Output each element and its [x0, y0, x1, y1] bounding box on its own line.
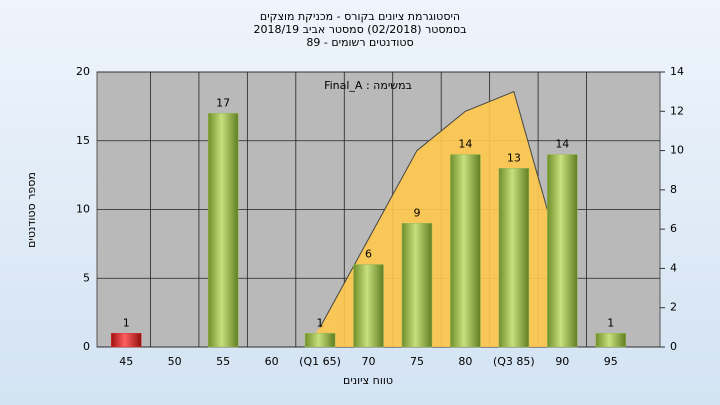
y2-tick-label: 6 — [670, 222, 677, 235]
x-tick-label: 90 — [555, 355, 569, 368]
x-tick-label: 55 — [216, 355, 230, 368]
x-tick-label: 95 — [604, 355, 618, 368]
y-tick-label: 15 — [76, 134, 90, 147]
y-tick-label: 10 — [76, 203, 90, 216]
data-label: 9 — [413, 206, 420, 219]
data-label: 1 — [607, 316, 614, 329]
bar — [304, 333, 336, 348]
data-label: 14 — [458, 138, 472, 151]
bar — [547, 154, 578, 348]
x-tick-label: (Q1 65) — [299, 355, 341, 368]
annotation: Final_A : במשימה — [324, 79, 412, 92]
y-tick-label: 0 — [83, 340, 90, 353]
chart-title: היסטוגרמת ציונים בקורס - מכניקת מוצקים — [260, 10, 460, 23]
x-tick-label: 80 — [458, 355, 472, 368]
data-label: 13 — [507, 151, 521, 164]
bar — [110, 333, 142, 348]
x-tick-label: 50 — [168, 355, 182, 368]
bar — [595, 333, 627, 348]
subtitle: 89 - סטודנטים רשומים — [306, 36, 413, 49]
bar — [353, 264, 384, 348]
data-label: 17 — [216, 96, 230, 109]
bar — [401, 223, 433, 348]
x-tick-label: (Q3 85) — [493, 355, 535, 368]
x-tick-label: 70 — [362, 355, 376, 368]
subtitle: בסמסטר (02/2018) סמסטר אביב 2018/19 — [253, 23, 466, 36]
data-label: 6 — [365, 248, 372, 261]
y2-tick-label: 0 — [670, 340, 677, 353]
data-label: 14 — [555, 138, 569, 151]
bar — [498, 168, 530, 348]
y2-tick-label: 2 — [670, 301, 677, 314]
bar — [207, 113, 239, 348]
y2-tick-label: 10 — [670, 144, 684, 157]
bar — [450, 154, 481, 348]
x-tick-label: 60 — [265, 355, 279, 368]
y2-tick-label: 12 — [670, 104, 684, 117]
data-label: 1 — [123, 316, 130, 329]
area-line — [319, 90, 563, 328]
y-tick-label: 5 — [83, 271, 90, 284]
x-tick-label: 45 — [119, 355, 133, 368]
data-label: 1 — [317, 316, 324, 329]
y-tick-label: 20 — [76, 65, 90, 78]
y-axis-label: מספר סטודנטים — [25, 172, 38, 248]
y2-tick-label: 8 — [670, 183, 677, 196]
y2-tick-label: 4 — [670, 261, 677, 274]
x-tick-label: 75 — [410, 355, 424, 368]
y2-tick-label: 14 — [670, 65, 684, 78]
x-axis-label: טווח ציונים — [343, 374, 393, 387]
